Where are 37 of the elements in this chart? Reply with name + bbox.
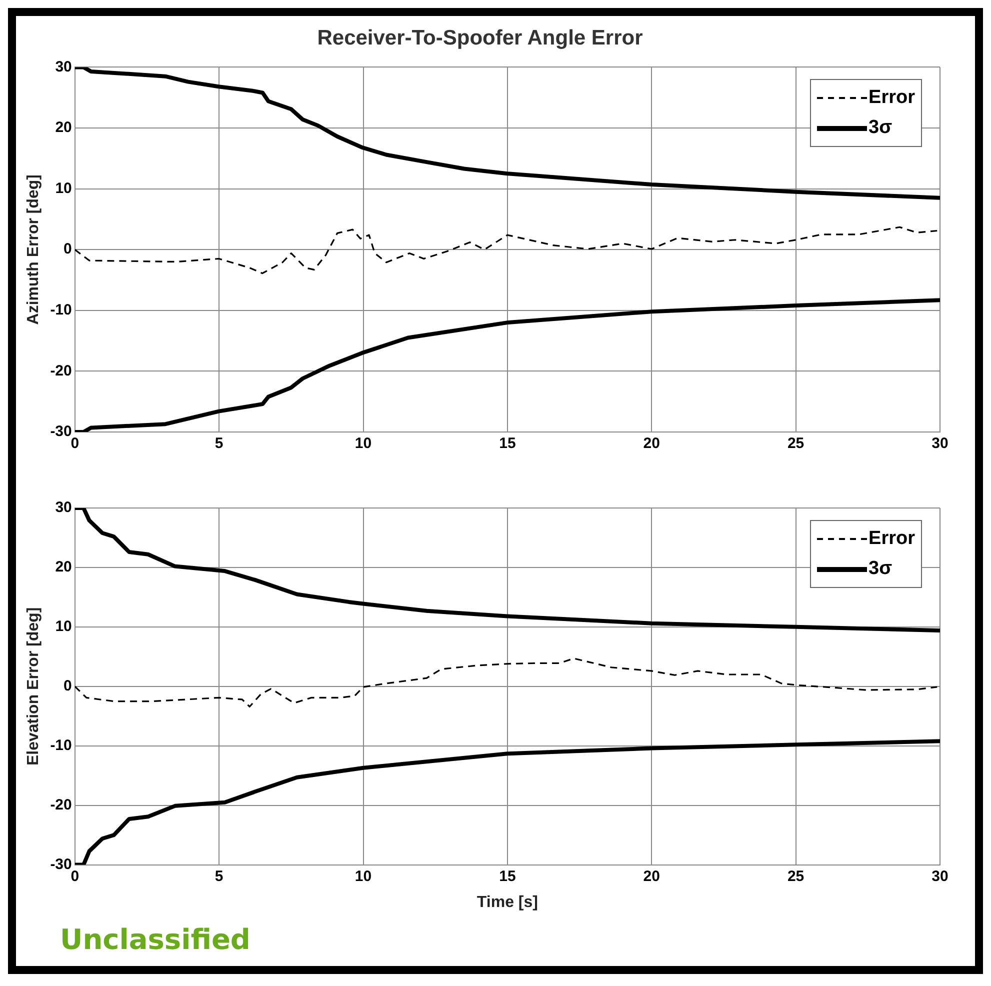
x-axis-title: Time [s]	[476, 894, 538, 911]
y-tick-label: -10	[50, 737, 72, 754]
x-tick-label: 20	[643, 435, 660, 452]
x-tick-label: 5	[214, 868, 224, 885]
line-series	[74, 658, 938, 708]
y-tick-label: 10	[55, 180, 72, 197]
legend-label: 3σ	[868, 116, 892, 140]
y-tick-label: 10	[55, 618, 72, 636]
x-tick-label: 10	[354, 868, 372, 885]
x-tick-label: 5	[214, 435, 224, 452]
x-tick-label: 25	[787, 435, 804, 452]
line-series	[74, 226, 938, 274]
x-tick-label: 15	[499, 868, 516, 885]
x-tick-label: 15	[499, 435, 516, 452]
y-tick-label: 0	[64, 240, 72, 258]
y-tick-label: -30	[50, 856, 72, 873]
y-tick-label: -30	[50, 423, 72, 440]
y-axis-title: Elevation Error [deg]	[25, 607, 42, 766]
chart-title: Receiver-To-Spoofer Angle Error	[317, 26, 643, 50]
legend-label: Error	[868, 527, 915, 551]
y-tick-label: -10	[50, 302, 72, 319]
y-tick-label: 20	[55, 558, 72, 576]
x-tick-label: 30	[932, 868, 948, 885]
y-tick-label: 30	[55, 58, 72, 76]
y-tick-label: 20	[55, 119, 72, 136]
y-tick-label: 0	[64, 678, 72, 695]
y-tick-label: -20	[50, 362, 72, 380]
y-tick-label: 30	[55, 499, 72, 516]
y-tick-label: -20	[50, 796, 72, 814]
text: Unclassified	[60, 923, 250, 956]
x-tick-label: 30	[932, 435, 948, 452]
x-tick-label: 20	[643, 868, 660, 885]
x-tick-label: 10	[354, 435, 372, 452]
legend-label: 3σ	[868, 557, 892, 581]
x-tick-label: 25	[787, 868, 804, 885]
legend-label: Error	[868, 86, 915, 110]
y-axis-title: Azimuth Error [deg]	[25, 174, 42, 325]
